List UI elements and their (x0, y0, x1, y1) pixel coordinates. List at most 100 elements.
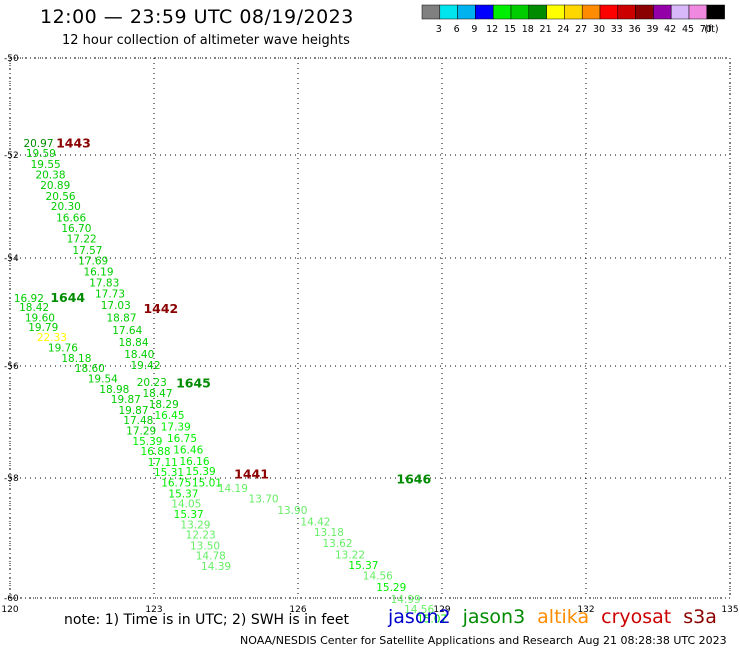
legend-swatch (421, 4, 441, 20)
wave-height-value: 17.11 (148, 457, 178, 469)
wave-height-value: 18.84 (118, 337, 148, 349)
wave-height-value: 19.54 (88, 374, 118, 386)
wave-height-value: 13.90 (277, 505, 307, 517)
wave-height-value: 15.37 (174, 509, 204, 521)
pass-number-label: 1644 (50, 290, 85, 305)
wave-height-value: 19.87 (118, 405, 148, 417)
legend-swatch (439, 4, 458, 20)
longitude-label: 123 (145, 605, 162, 615)
wave-height-value: 16.88 (141, 446, 171, 458)
longitude-label: 129 (433, 605, 450, 615)
page-subtitle: 12 hour collection of altimeter wave hei… (62, 33, 350, 48)
wave-height-points: 20.9719.5919.5520.3820.8920.5620.3016.66… (14, 138, 447, 626)
legend-swatch (564, 4, 583, 20)
wave-height-value: 13.22 (335, 550, 365, 562)
wave-height-value: 15.37 (168, 488, 198, 500)
legend-label: 24 (557, 24, 569, 35)
legend-label: 36 (629, 24, 641, 35)
pass-number-label: 1442 (143, 301, 178, 316)
generated-timestamp: Aug 21 08:28:38 UTC 2023 (578, 634, 727, 647)
wave-height-value: 20.56 (46, 191, 76, 203)
wave-height-value: 18.47 (142, 388, 172, 400)
wave-height-value: 16.75 (167, 433, 197, 445)
map-axes: 120 123 126 129 132 135 -50 -52 -54 -56 -58 -60 (1, 54, 738, 615)
wave-height-value: 14.39 (201, 561, 231, 573)
wave-height-value: 17.29 (126, 426, 156, 438)
satellite-legend: jason2 jason3 altika cryosat s3a (388, 606, 729, 628)
legend-swatch (457, 4, 476, 20)
wave-height-value: 17.03 (101, 300, 131, 312)
wave-height-value: 16.75 (161, 478, 191, 490)
satellite-s3a: s3a (683, 606, 717, 628)
legend-label: 33 (611, 24, 623, 35)
wave-height-value: 16.46 (173, 445, 203, 457)
legend-label: 45 (682, 24, 694, 35)
wave-height-value: 22.33 (37, 332, 67, 344)
latitude-label: -54 (4, 254, 19, 264)
wave-height-value: 18.60 (75, 363, 105, 375)
wave-height-value: 15.29 (376, 582, 406, 594)
legend-swatch (635, 4, 654, 20)
satellite-altika: altika (537, 606, 590, 628)
legend-swatch (475, 4, 494, 20)
legend-swatch (706, 4, 725, 20)
wave-height-value: 18.29 (149, 399, 179, 411)
longitude-label: 132 (577, 605, 594, 615)
wave-height-value: 12.23 (186, 530, 216, 542)
wave-height-value: 18.98 (99, 384, 129, 396)
wave-height-value: 19.42 (130, 360, 160, 372)
legend-label: 12 (486, 24, 498, 35)
longitude-label: 135 (721, 605, 738, 615)
legend-swatch (546, 4, 565, 20)
pass-number-label: 1441 (234, 466, 269, 481)
wave-height-value: 16.66 (56, 212, 86, 224)
legend-label: 9 (471, 24, 477, 35)
wave-height-value: 20.89 (40, 180, 70, 192)
wave-height-value: 19.79 (28, 322, 58, 334)
legend-swatch (670, 4, 690, 20)
legend-label: 70 (700, 24, 712, 35)
legend-label: 39 (646, 24, 658, 35)
satellite-jason3: jason3 (462, 606, 526, 628)
pass-number-label: 1646 (396, 472, 431, 487)
wave-height-value: 16.19 (83, 267, 113, 279)
wave-height-value: 16.92 (14, 293, 44, 305)
pass-labels: 1443 1644 1442 1645 1441 1646 (50, 135, 431, 486)
wave-height-value: 16.70 (61, 223, 91, 235)
pass-number-label: 1443 (56, 135, 91, 150)
legend-label: 6 (454, 24, 460, 35)
legend-swatch (599, 4, 619, 20)
wave-height-value: 17.64 (112, 325, 142, 337)
wave-height-value: 17.73 (95, 289, 125, 301)
wave-height-value: 13.70 (249, 494, 279, 506)
latitude-label: -56 (4, 362, 19, 372)
wave-height-value: 18.40 (124, 349, 154, 361)
wave-height-value: 15.07 (417, 614, 447, 626)
legend-swatch (528, 4, 547, 20)
footer-note: note: 1) Time is in UTC; 2) SWH is in fe… (64, 612, 350, 628)
latitude-label: -52 (4, 151, 19, 161)
legend-unit: (ft) (704, 24, 718, 35)
color-legend: 3 6 9 12 15 18 21 24 27 30 33 36 39 42 45 70(ft) (421, 4, 725, 35)
wave-height-value: 18.42 (19, 302, 49, 314)
wave-height-value: 16.45 (154, 410, 184, 422)
wave-height-value: 13.50 (190, 540, 220, 552)
wave-height-value: 16.16 (179, 456, 209, 468)
longitude-label: 120 (1, 605, 18, 615)
map-grid (9, 57, 731, 599)
wave-height-value: 20.30 (51, 201, 81, 213)
legend-swatch (581, 4, 601, 20)
wave-height-value: 14.99 (391, 594, 421, 606)
wave-height-value: 18.18 (61, 353, 91, 365)
wave-height-value: 19.87 (111, 394, 141, 406)
wave-height-value: 20.97 (23, 138, 53, 150)
legend-label: 21 (540, 24, 552, 35)
wave-height-value: 20.38 (35, 170, 65, 182)
wave-height-value: 19.60 (25, 312, 55, 324)
wave-height-value: 14.19 (218, 483, 248, 495)
wave-height-value: 17.83 (89, 277, 119, 289)
wave-height-value: 14.05 (171, 499, 201, 511)
satellite-jason2: jason2 (388, 606, 451, 628)
credit-line: NOAA/NESDIS Center for Satellite Applica… (240, 634, 574, 647)
